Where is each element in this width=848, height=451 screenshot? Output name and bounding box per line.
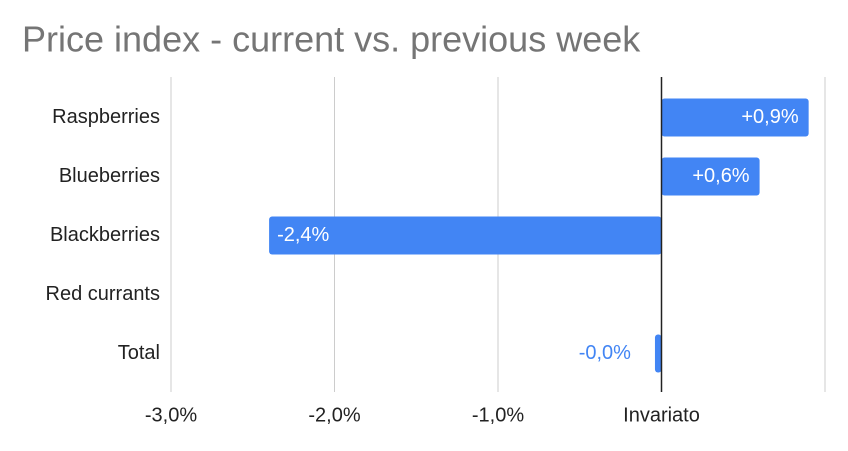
y-tick-label: Blackberries	[50, 224, 160, 246]
value-label: +0,9%	[741, 106, 798, 128]
y-tick-label: Blueberries	[59, 165, 160, 187]
x-tick-label: -1,0%	[472, 404, 524, 426]
bar	[661, 98, 809, 137]
x-tick-label: -2,0%	[308, 404, 360, 426]
y-tick-label: Raspberries	[52, 106, 160, 128]
value-label: -2,4%	[277, 224, 329, 246]
chart-title: Price index - current vs. previous week	[22, 19, 641, 60]
y-tick-label: Total	[118, 342, 160, 364]
value-label: +0,6%	[692, 165, 749, 187]
value-label: -0,0%	[579, 342, 631, 364]
bar	[269, 216, 662, 255]
bar	[654, 334, 662, 373]
x-tick-label: -3,0%	[145, 404, 197, 426]
x-tick-label: Invariato	[623, 404, 700, 426]
bar	[661, 157, 760, 196]
y-tick-label: Red currants	[46, 283, 161, 305]
